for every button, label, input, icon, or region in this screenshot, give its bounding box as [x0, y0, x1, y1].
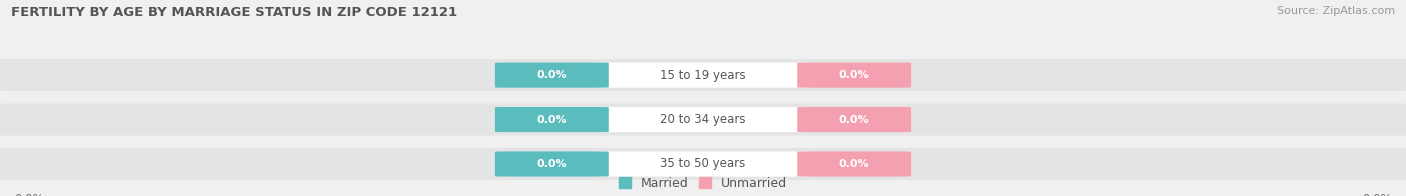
FancyBboxPatch shape — [593, 63, 813, 88]
FancyBboxPatch shape — [495, 107, 609, 132]
Text: 0.0%: 0.0% — [537, 70, 567, 80]
Legend: Married, Unmarried: Married, Unmarried — [619, 177, 787, 190]
Text: 0.0%: 0.0% — [537, 114, 567, 125]
FancyBboxPatch shape — [593, 107, 813, 132]
Text: 0.0%: 0.0% — [14, 193, 44, 196]
FancyBboxPatch shape — [797, 107, 911, 132]
FancyBboxPatch shape — [797, 63, 911, 88]
Text: 0.0%: 0.0% — [839, 159, 869, 169]
Text: 35 to 50 years: 35 to 50 years — [661, 158, 745, 171]
FancyBboxPatch shape — [797, 152, 911, 177]
FancyBboxPatch shape — [593, 152, 813, 177]
Text: 15 to 19 years: 15 to 19 years — [661, 69, 745, 82]
FancyBboxPatch shape — [495, 152, 609, 177]
Text: FERTILITY BY AGE BY MARRIAGE STATUS IN ZIP CODE 12121: FERTILITY BY AGE BY MARRIAGE STATUS IN Z… — [11, 6, 457, 19]
Text: 20 to 34 years: 20 to 34 years — [661, 113, 745, 126]
FancyBboxPatch shape — [0, 148, 1406, 180]
FancyBboxPatch shape — [0, 59, 1406, 91]
Text: 0.0%: 0.0% — [537, 159, 567, 169]
Text: 0.0%: 0.0% — [839, 114, 869, 125]
Text: Source: ZipAtlas.com: Source: ZipAtlas.com — [1277, 6, 1395, 16]
Text: 0.0%: 0.0% — [839, 70, 869, 80]
FancyBboxPatch shape — [0, 103, 1406, 136]
FancyBboxPatch shape — [495, 63, 609, 88]
Text: 0.0%: 0.0% — [1362, 193, 1392, 196]
